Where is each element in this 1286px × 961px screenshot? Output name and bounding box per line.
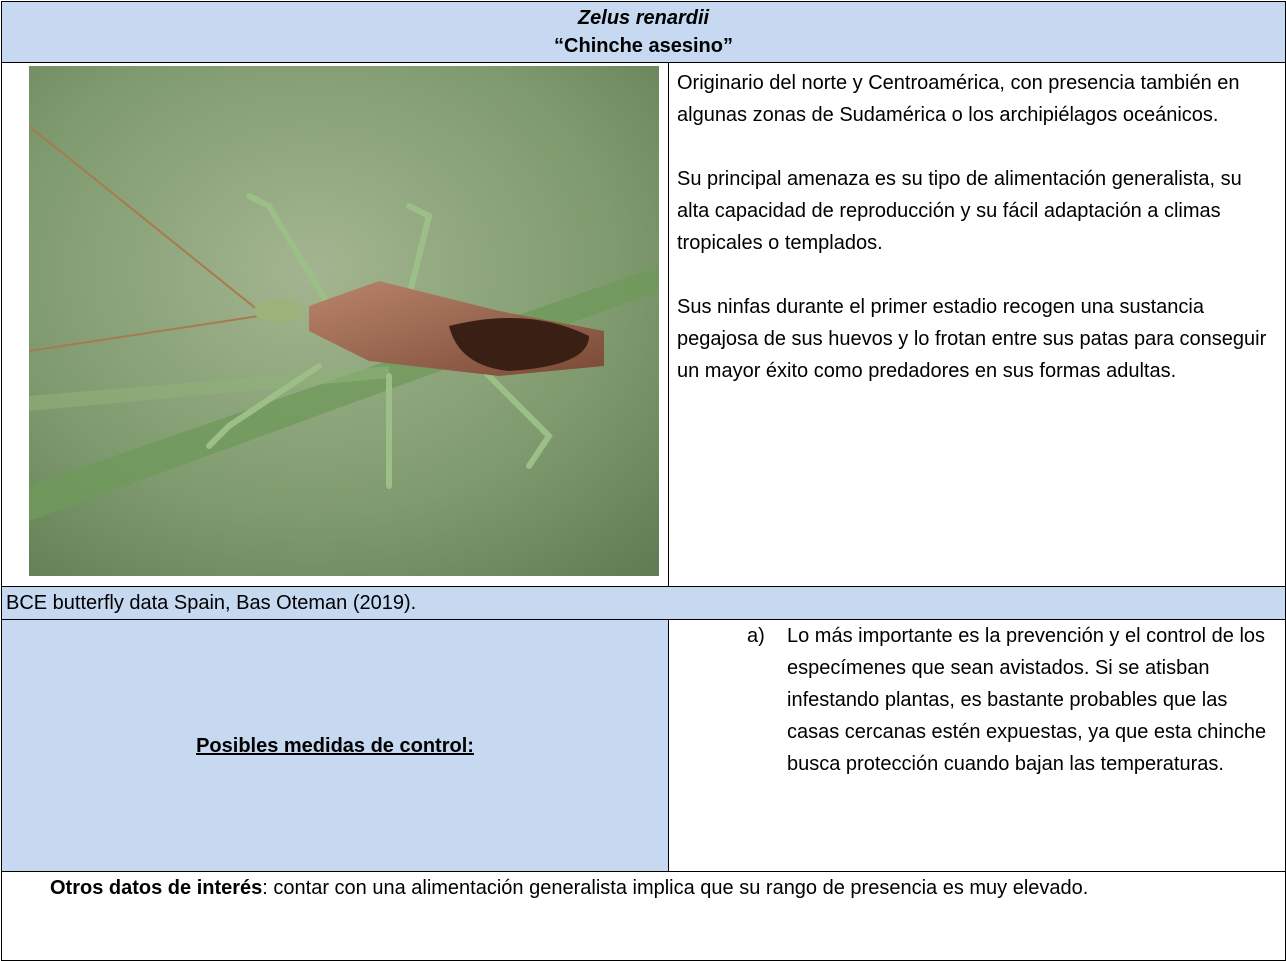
photo-cell bbox=[1, 62, 669, 587]
insect-photo bbox=[28, 66, 659, 576]
description-paragraph: Su principal amenaza es su tipo de alime… bbox=[677, 168, 1242, 254]
description-paragraph: Originario del norte y Centroamérica, co… bbox=[677, 72, 1240, 126]
species-name: Zelus renardii bbox=[577, 7, 710, 29]
other-cell: Otros datos de interés: contar con una a… bbox=[1, 871, 1286, 961]
caption: BCE butterfly data Spain, Bas Oteman (20… bbox=[1, 586, 1286, 620]
list-marker: a) bbox=[747, 625, 765, 647]
description-cell: Originario del norte y Centroamérica, co… bbox=[668, 62, 1286, 587]
header-cell: Zelus renardii “Chinche asesino” bbox=[1, 1, 1286, 63]
list-text: Lo más importante es la prevención y el … bbox=[787, 625, 1267, 775]
control-cell: a) Lo más importante es la prevención y … bbox=[668, 619, 1286, 872]
other-text: : contar con una alimentación generalist… bbox=[262, 877, 1089, 899]
control-heading: Posibles medidas de control: bbox=[1, 619, 669, 872]
description-paragraph: Sus ninfas durante el primer estadio rec… bbox=[677, 296, 1267, 382]
other-label: Otros datos de interés bbox=[50, 877, 263, 899]
control-item: a) Lo más importante es la prevención y … bbox=[677, 620, 1277, 780]
common-name: “Chinche asesino” bbox=[554, 35, 733, 57]
